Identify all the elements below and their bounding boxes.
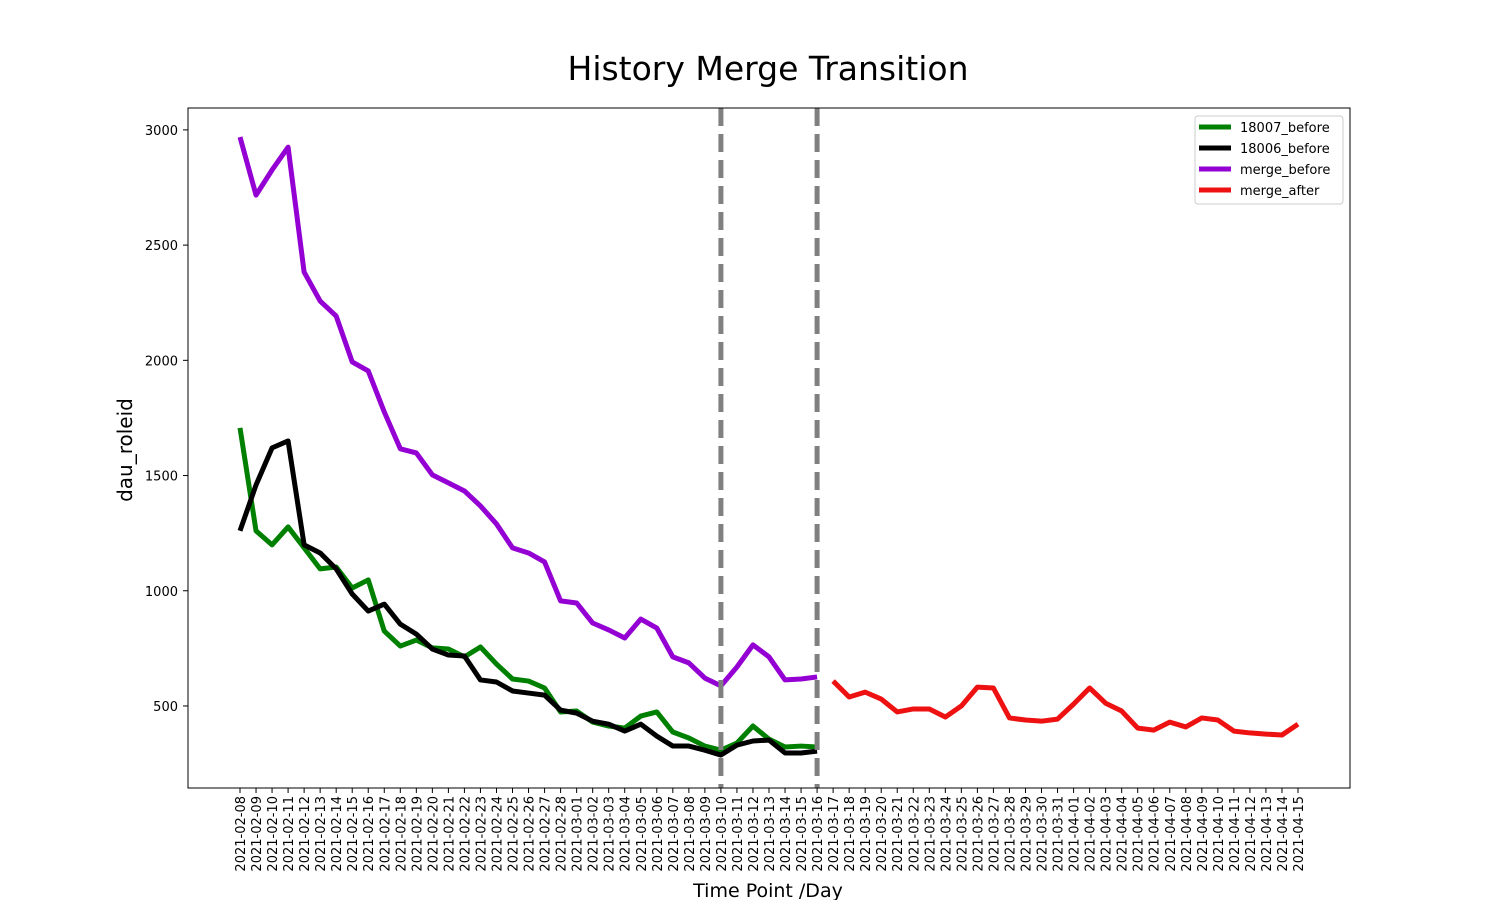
x-tick-label: 2021-04-03 xyxy=(1100,796,1115,872)
x-tick-label: 2021-02-23 xyxy=(474,796,489,872)
x-tick-label: 2021-02-14 xyxy=(330,796,345,872)
x-tick-label: 2021-02-17 xyxy=(378,796,393,872)
y-tick-label: 1000 xyxy=(145,585,178,600)
x-tick-label: 2021-04-05 xyxy=(1132,796,1147,872)
x-tick-label: 2021-03-01 xyxy=(571,796,586,872)
x-tick-label: 2021-02-22 xyxy=(458,796,473,872)
x-tick-label: 2021-04-04 xyxy=(1116,796,1131,872)
x-tick-label: 2021-02-27 xyxy=(539,796,554,872)
x-tick-label: 2021-02-19 xyxy=(410,796,425,872)
x-tick-label: 2021-03-08 xyxy=(683,796,698,872)
legend-label: 18007_before xyxy=(1240,121,1330,136)
x-tick-label: 2021-03-30 xyxy=(1036,796,1051,872)
x-tick-label: 2021-02-08 xyxy=(234,796,249,872)
x-tick-label: 2021-03-11 xyxy=(731,796,746,872)
x-tick-label: 2021-02-20 xyxy=(426,796,441,872)
x-tick-label: 2021-03-07 xyxy=(667,796,682,872)
plot-frame xyxy=(187,107,1351,789)
x-tick-label: 2021-03-12 xyxy=(747,796,762,872)
y-tick-label: 3000 xyxy=(145,124,178,139)
x-tick-label: 2021-03-24 xyxy=(939,796,954,872)
legend-label: merge_after xyxy=(1240,184,1320,199)
x-tick-label: 2021-03-16 xyxy=(811,796,826,872)
x-tick-label: 2021-03-28 xyxy=(1003,796,1018,872)
x-tick-label: 2021-04-07 xyxy=(1164,796,1179,872)
y-tick-label: 2000 xyxy=(145,354,178,369)
x-tick-label: 2021-02-18 xyxy=(394,796,409,872)
series-line xyxy=(237,427,818,753)
x-tick-label: 2021-04-13 xyxy=(1260,796,1275,872)
x-tick-label: 2021-03-21 xyxy=(891,796,906,872)
x-tick-label: 2021-03-15 xyxy=(795,796,810,872)
series-line xyxy=(831,679,1300,738)
x-tick-label: 2021-03-14 xyxy=(779,796,794,872)
x-tick-label: 2021-02-24 xyxy=(490,796,505,872)
y-tick-label: 2500 xyxy=(145,239,178,254)
x-tick-label: 2021-02-15 xyxy=(346,796,361,872)
x-tick-label: 2021-04-09 xyxy=(1196,796,1211,872)
x-tick-label: 2021-04-11 xyxy=(1228,796,1243,872)
x-tick-label: 2021-03-22 xyxy=(907,796,922,872)
x-tick-label: 2021-04-02 xyxy=(1084,796,1099,872)
x-tick-label: 2021-02-28 xyxy=(555,796,570,872)
x-tick-label: 2021-02-26 xyxy=(523,796,538,872)
x-tick-label: 2021-03-10 xyxy=(715,796,730,872)
x-tick-label: 2021-04-12 xyxy=(1244,796,1259,872)
x-tick-label: 2021-04-01 xyxy=(1068,796,1083,872)
y-axis-label: dau_roleid xyxy=(113,398,137,502)
chart-title: History Merge Transition xyxy=(568,49,969,88)
x-tick-label: 2021-03-17 xyxy=(827,796,842,872)
x-tick-label: 2021-04-10 xyxy=(1212,796,1227,872)
x-tick-label: 2021-03-27 xyxy=(987,796,1002,872)
x-tick-label: 2021-02-21 xyxy=(442,796,457,872)
x-tick-label: 2021-04-08 xyxy=(1180,796,1195,872)
legend-label: merge_before xyxy=(1240,163,1330,178)
y-tick-label: 500 xyxy=(153,700,178,715)
x-tick-label: 2021-03-26 xyxy=(971,796,986,872)
x-tick-label: 2021-03-19 xyxy=(859,796,874,872)
legend-label: 18006_before xyxy=(1240,142,1330,157)
x-tick-label: 2021-02-13 xyxy=(314,796,329,872)
x-tick-label: 2021-03-29 xyxy=(1019,796,1034,872)
x-tick-label: 2021-03-20 xyxy=(875,796,890,872)
x-tick-label: 2021-03-06 xyxy=(651,796,666,872)
x-tick-label: 2021-03-25 xyxy=(955,796,970,872)
x-tick-label: 2021-02-12 xyxy=(298,796,313,872)
x-axis-label: Time Point /Day xyxy=(692,880,843,900)
x-tick-label: 2021-03-31 xyxy=(1052,796,1067,872)
x-tick-label: 2021-03-13 xyxy=(763,796,778,872)
x-tick-label: 2021-04-14 xyxy=(1276,796,1291,872)
x-tick-label: 2021-02-09 xyxy=(250,796,265,872)
x-tick-label: 2021-03-02 xyxy=(587,796,602,872)
x-tick-label: 2021-02-11 xyxy=(282,796,297,872)
x-tick-label: 2021-04-15 xyxy=(1292,796,1307,872)
x-tick-label: 2021-03-04 xyxy=(619,796,634,872)
series-line xyxy=(237,136,818,689)
x-tick-label: 2021-02-10 xyxy=(266,796,281,872)
x-tick-label: 2021-02-16 xyxy=(362,796,377,872)
x-tick-label: 2021-03-03 xyxy=(603,796,618,872)
x-tick-label: 2021-02-25 xyxy=(507,796,522,872)
x-tick-label: 2021-03-18 xyxy=(843,796,858,872)
x-tick-label: 2021-04-06 xyxy=(1148,796,1163,872)
y-tick-label: 1500 xyxy=(145,470,178,485)
x-tick-label: 2021-03-23 xyxy=(923,796,938,872)
series-line xyxy=(237,438,818,758)
legend-box xyxy=(1194,115,1344,205)
x-tick-label: 2021-03-09 xyxy=(699,796,714,872)
x-tick-label: 2021-03-05 xyxy=(635,796,650,872)
